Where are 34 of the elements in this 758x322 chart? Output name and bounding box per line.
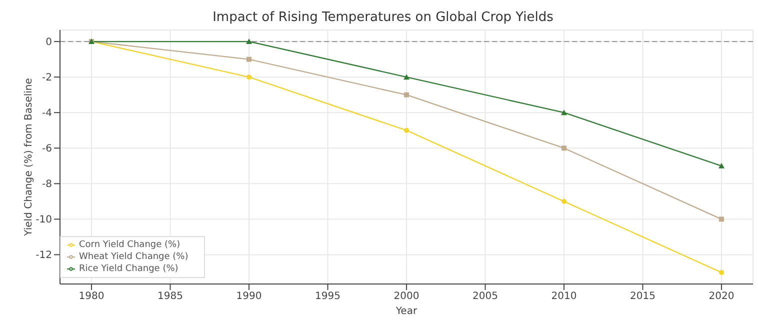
point xyxy=(246,56,252,62)
y-axis-title: Yield Change (%) from Baseline xyxy=(24,78,35,237)
y-tick-label: -6 xyxy=(42,144,52,155)
point xyxy=(404,128,409,133)
legend-label: Rice Yield Change (%) xyxy=(79,264,178,274)
y-tick-label: -2 xyxy=(42,72,52,84)
x-tick-label: 2000 xyxy=(394,291,420,302)
point xyxy=(404,92,409,98)
point xyxy=(718,162,724,168)
point xyxy=(562,198,566,204)
x-axis-title: Year xyxy=(394,306,418,317)
y-tick-label: -10 xyxy=(36,214,52,226)
y-tick-label: -4 xyxy=(42,108,52,120)
y-tick-label: -12 xyxy=(36,250,52,262)
x-tick-label: 2020 xyxy=(708,291,734,302)
y-tick-label: 0 xyxy=(46,37,52,48)
point xyxy=(719,216,724,222)
point xyxy=(561,110,567,116)
point xyxy=(404,74,410,80)
x-tick-label: 1985 xyxy=(158,291,183,302)
x-tick-label: 1980 xyxy=(78,291,104,302)
x-tick-label: 1995 xyxy=(315,291,340,302)
legend-label: Corn Yield Change (%) xyxy=(79,240,180,250)
x-tick-label: 1990 xyxy=(236,291,262,302)
chart-title: Impact of Rising Temperatures on Global Crop Yields xyxy=(212,10,554,25)
x-tick-label: 2005 xyxy=(472,291,498,302)
y-tick-label: -8 xyxy=(42,179,52,190)
point xyxy=(246,74,252,80)
x-tick-label: 2015 xyxy=(630,291,656,302)
point xyxy=(562,146,566,151)
x-tick-label: 2010 xyxy=(551,291,577,302)
legend-label: Wheat Yield Change (%) xyxy=(79,252,188,262)
point xyxy=(246,38,252,44)
point xyxy=(719,270,724,275)
